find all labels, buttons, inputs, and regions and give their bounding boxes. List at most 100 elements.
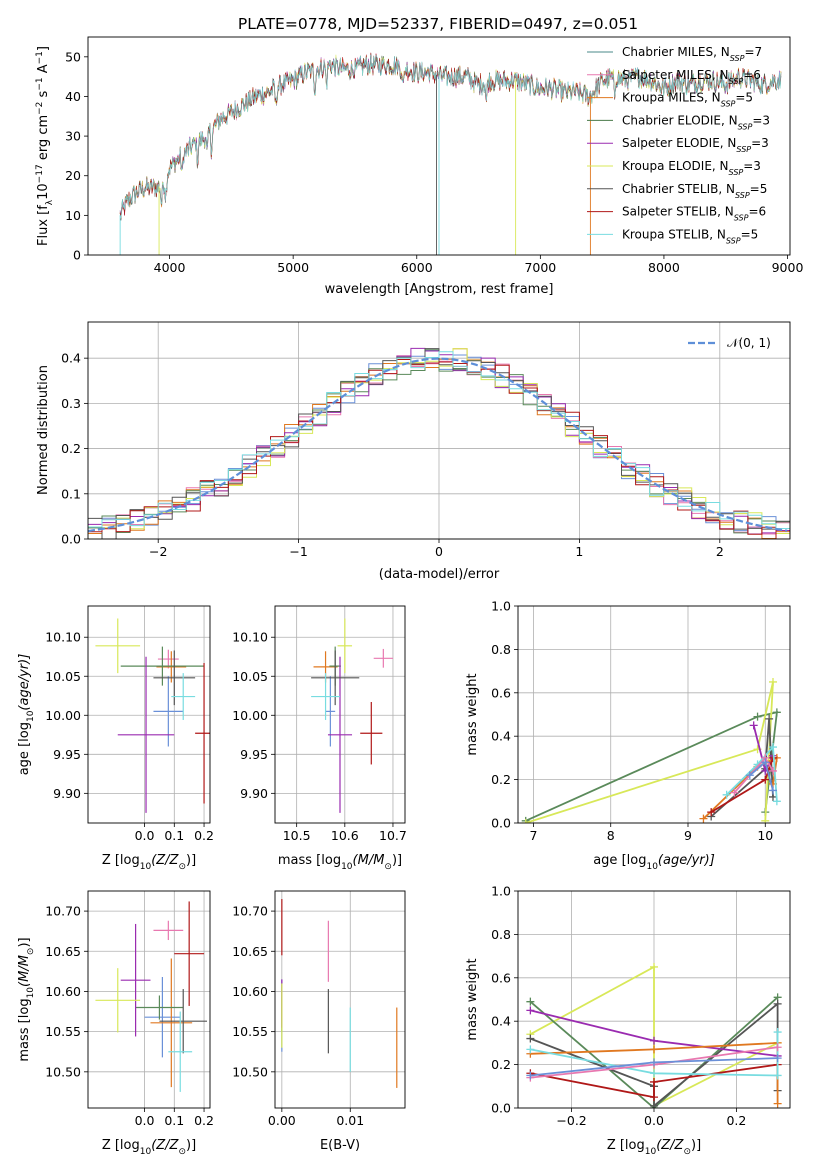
legend-sub: SSP	[729, 76, 744, 85]
legend-name: Salpeter ELODIE, N	[622, 136, 736, 150]
legend-entry: Kroupa ELODIE, NSSP=3	[622, 159, 761, 177]
legend-name: Chabrier STELIB, N	[622, 182, 735, 196]
mass-weight-marker	[526, 1071, 535, 1080]
mass-weight-marker	[650, 1077, 658, 1086]
ylabel-sup: −1	[35, 51, 45, 64]
residual-histogram-panel: −2 −1 0 1 2 0.0 0.1 0.2 0.3 0.4 (data-model)/error…	[36, 321, 791, 582]
y-tick-label: 1.0	[491, 884, 511, 899]
mass-weight-marker	[769, 786, 777, 795]
y-tick-label: 10.05	[45, 669, 81, 684]
legend-tail: =6	[743, 68, 761, 82]
y-tick-label: 10.60	[232, 984, 268, 999]
legend-entry: Salpeter STELIB, NSSP=6	[622, 205, 766, 223]
mass-weight-marker	[772, 797, 781, 806]
legend-entry: Kroupa STELIB, NSSP=5	[622, 227, 758, 245]
x-tick-label: −1	[289, 544, 307, 559]
y-axis-label: Normed distribution	[36, 365, 51, 495]
legend-entry: Kroupa MILES, NSSP=5	[622, 91, 753, 109]
histogram-series	[88, 347, 790, 539]
x-axis-label-tail: (M/M	[353, 853, 385, 868]
y-tick-label: 9.90	[240, 786, 268, 801]
y-axis-label-main: age [log	[17, 722, 32, 775]
x-tick-label: 0.2	[194, 1113, 214, 1128]
x-axis-label: (data-model)/error	[379, 567, 500, 582]
x-tick-label: 10.6	[331, 828, 359, 843]
ylabel-sup: −2	[35, 102, 45, 115]
figure-title: PLATE=0778, MJD=52337, FIBERID=0497, z=0…	[238, 15, 638, 33]
mass-weight-marker	[730, 788, 739, 797]
mass-vs-ebv-panel: 0.00 0.01 10.50 10.55 10.60 10.65 10.70 E(B-V)	[232, 890, 406, 1153]
x-tick-label: 0.01	[336, 1113, 364, 1128]
ylabel-sup: −17	[35, 164, 45, 183]
y-axis-label-sub: 10	[26, 710, 36, 722]
mass-weight-marker	[650, 1036, 658, 1045]
mass-weight-marker	[765, 714, 774, 723]
x-axis-label: E(B-V)	[320, 1138, 360, 1153]
x-axis-label-tail: (age/yr)]	[658, 853, 715, 868]
ylabel-end: A	[36, 64, 51, 77]
mass-weight-marker	[773, 1099, 782, 1108]
x-tick-label: 10.5	[283, 828, 311, 843]
y-tick-label: 9.95	[240, 747, 268, 762]
y-tick-label: 0.0	[61, 532, 81, 547]
x-tick-label: 0	[435, 544, 443, 559]
legend-sub: SSP	[736, 145, 751, 154]
legend-sub: SSP	[734, 213, 749, 222]
y-tick-label: 0.4	[61, 351, 81, 366]
age-vs-mass-panel: 10.5 10.6 10.7 9.90 9.95 10.00 10.05 10.10 mass …	[232, 605, 407, 872]
y-axis-label: mass weight	[465, 673, 480, 755]
y-axis-label-main: mass [log	[17, 998, 32, 1061]
x-axis-label-sub: 10	[341, 862, 353, 872]
errorbar-series	[95, 618, 210, 813]
y-axis-label: Flux [fλ10−17 erg cm−2 s−1 A−1]	[35, 46, 55, 246]
axes-frame	[274, 605, 406, 824]
y-tick-label: 0	[73, 248, 81, 263]
x-axis-label-sun: ⊙	[178, 1147, 186, 1157]
legend-entry: 𝒩(0, 1)	[727, 336, 771, 350]
errorbar-series	[281, 899, 398, 1088]
mass-weight-marker	[773, 999, 782, 1008]
y-tick-label: 10.65	[45, 944, 81, 959]
mass-weight-line	[530, 1032, 779, 1077]
axes-frame	[517, 890, 791, 1109]
mass-weight-marker	[761, 775, 770, 784]
y-tick-label: 0.0	[491, 1101, 511, 1116]
y-tick-label: 9.90	[53, 786, 81, 801]
x-axis-label-sun: ⊙	[384, 862, 392, 872]
y-tick-label: 10.50	[45, 1064, 81, 1079]
y-axis-label-sun: ⊙	[26, 948, 36, 956]
mass-weight-marker	[772, 708, 781, 717]
x-tick-label: 6000	[401, 260, 433, 275]
x-axis-label-sub: 10	[140, 1147, 152, 1157]
y-tick-label: 30	[65, 129, 81, 144]
x-tick-label: 10	[757, 828, 773, 843]
x-axis-label: Z [log10(Z/Z⊙)]	[607, 1138, 701, 1157]
legend-entry: Salpeter MILES, NSSP=6	[622, 68, 761, 86]
y-tick-label: 0.8	[491, 642, 511, 657]
legend-tail: =3	[751, 136, 769, 150]
y-axis-label: mass [log10(M/M⊙)]	[17, 937, 36, 1061]
x-tick-label: 9	[684, 828, 692, 843]
x-tick-label: 0.1	[164, 828, 184, 843]
spectrum-lines	[119, 52, 782, 255]
y-axis-label-close: )]	[17, 937, 32, 947]
legend-name: Chabrier ELODIE, N	[622, 113, 738, 127]
legend-tail: =6	[748, 205, 766, 219]
x-axis-label-sub: 10	[645, 1147, 657, 1157]
y-tick-label: 20	[65, 168, 81, 183]
x-tick-label: 4000	[154, 260, 186, 275]
mass-weight-marker	[769, 677, 777, 686]
mass-weight-series	[526, 962, 782, 1108]
y-tick-label: 50	[65, 49, 81, 64]
y-tick-label: 10.10	[232, 630, 268, 645]
x-tick-label: 0.00	[268, 1113, 296, 1128]
mass-weight-marker	[526, 1006, 535, 1015]
y-tick-label: 40	[65, 89, 81, 104]
mass-weight-marker	[699, 814, 708, 823]
y-axis-label: mass weight	[465, 958, 480, 1040]
x-axis-label: Z [log10(Z/Z⊙)]	[102, 1138, 196, 1157]
legend-tail: =3	[752, 113, 770, 127]
mass-weight-marker	[773, 1043, 782, 1052]
